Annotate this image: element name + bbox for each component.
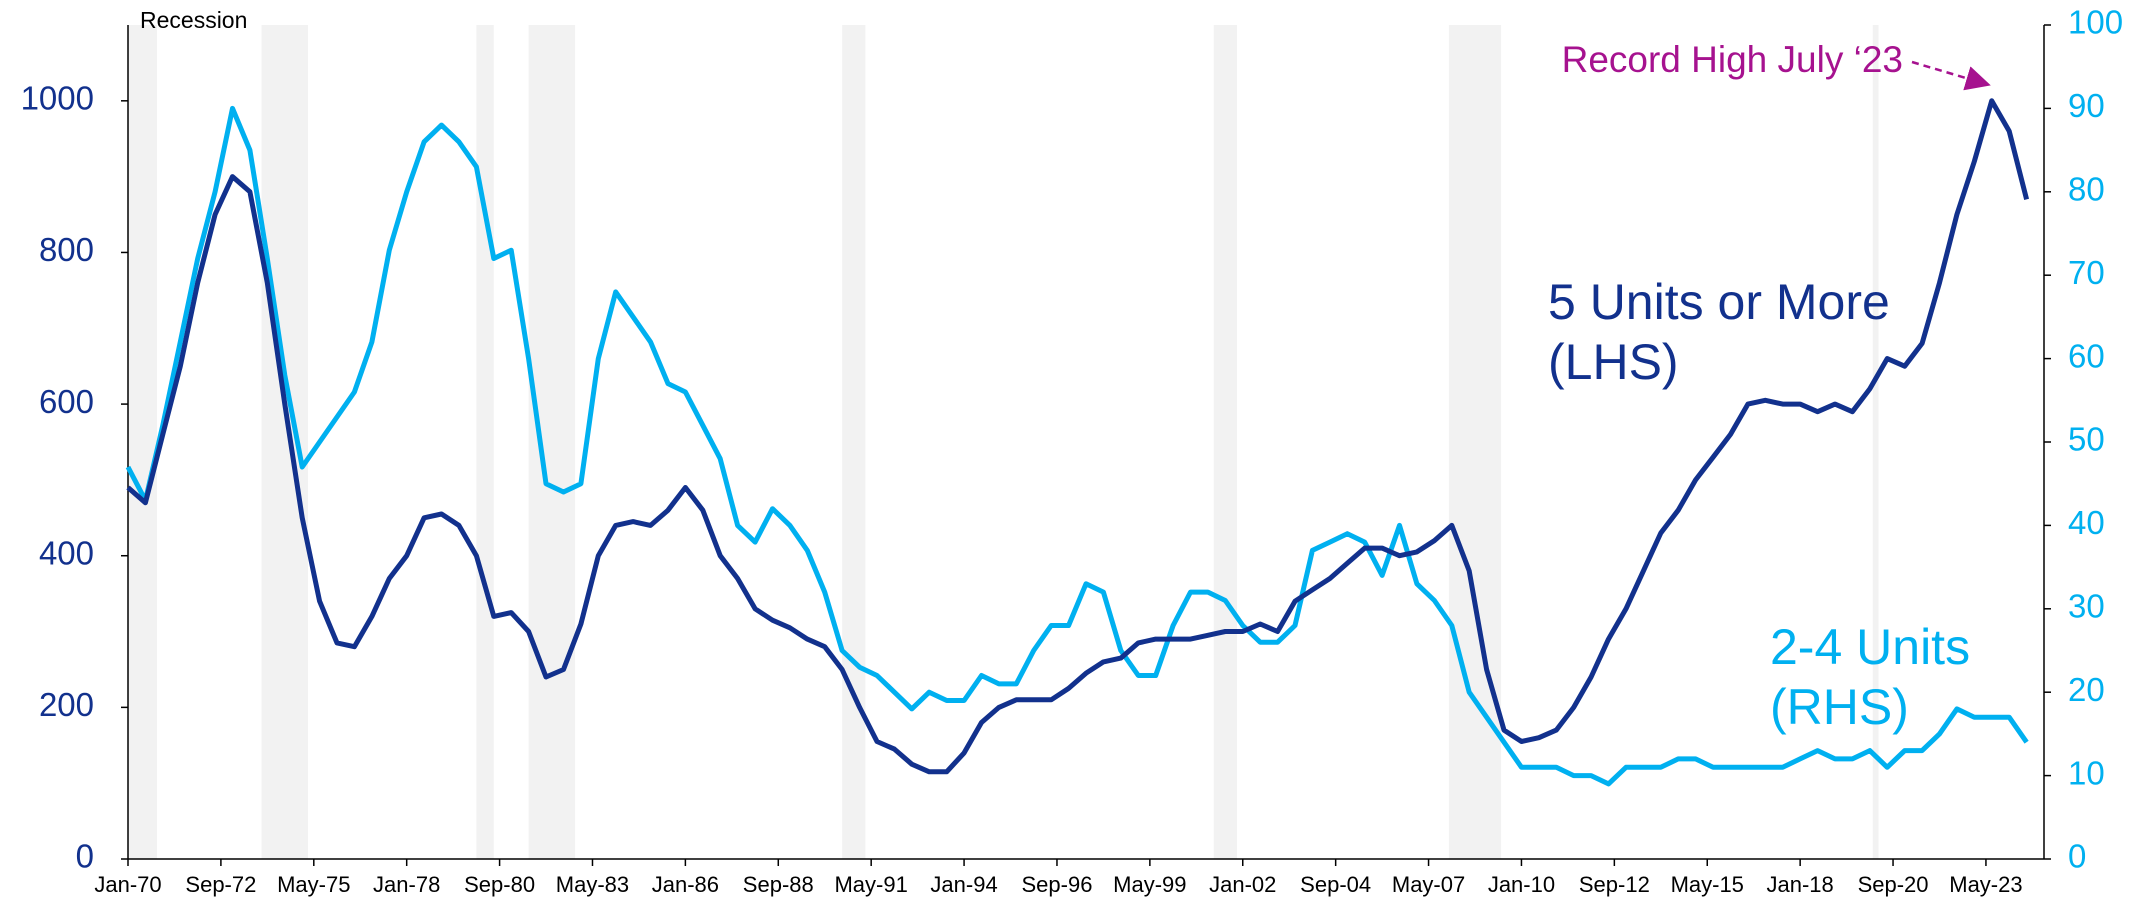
y-tick-label: 0: [76, 838, 94, 875]
x-tick-label: Jan-78: [373, 872, 440, 897]
y-tick-label: 800: [39, 231, 94, 268]
y-tick-label: 200: [39, 686, 94, 723]
recession-band: [261, 25, 308, 859]
x-tick-label: May-07: [1392, 872, 1465, 897]
series-line: [125, 105, 2029, 787]
recession-band: [476, 25, 494, 859]
x-tick-label: Sep-80: [464, 872, 535, 897]
y2-tick-label: 50: [2068, 421, 2105, 458]
x-tick-label: Jan-18: [1767, 872, 1834, 897]
y2-tick-label: 40: [2068, 504, 2105, 541]
series-label: 5 Units or More (LHS): [1548, 274, 1890, 390]
y2-tick-label: 10: [2068, 754, 2105, 791]
x-tick-label: Sep-72: [185, 872, 256, 897]
y-tick-label: 400: [39, 534, 94, 571]
x-tick-label: Sep-04: [1300, 872, 1371, 897]
y-tick-label: 1000: [21, 80, 94, 117]
recession-band: [1448, 25, 1502, 859]
x-tick-label: Jan-86: [652, 872, 719, 897]
y2-tick-label: 100: [2068, 4, 2123, 41]
x-tick-label: Jan-10: [1488, 872, 1555, 897]
x-tick-label: May-23: [1949, 872, 2022, 897]
series-line: [126, 98, 2030, 775]
x-tick-label: May-83: [556, 872, 629, 897]
y2-tick-label: 70: [2068, 254, 2105, 291]
series-label: 2-4 Units (RHS): [1770, 619, 1971, 735]
x-tick-label: May-75: [277, 872, 350, 897]
recession-band: [128, 25, 158, 859]
x-tick-label: Sep-20: [1858, 872, 1929, 897]
y2-tick-label: 80: [2068, 171, 2105, 208]
x-tick-label: Jan-94: [930, 872, 997, 897]
y2-tick-label: 90: [2068, 87, 2105, 124]
recession-band: [528, 25, 576, 859]
y2-tick-label: 60: [2068, 337, 2105, 374]
y2-tick-label: 30: [2068, 588, 2105, 625]
annotation-arrow: [1911, 60, 1991, 91]
x-tick-label: Jan-70: [94, 872, 161, 897]
recession-band: [1872, 25, 1879, 859]
x-tick-label: May-91: [834, 872, 907, 897]
annotation: Record High July ‘23: [1562, 39, 1903, 80]
y2-tick-label: 0: [2068, 838, 2086, 875]
recession-bands: [128, 25, 1879, 859]
y2-tick-label: 20: [2068, 671, 2105, 708]
x-tick-label: Sep-12: [1579, 872, 1650, 897]
recession-band: [1213, 25, 1237, 859]
x-tick-label: May-99: [1113, 872, 1186, 897]
recession-band: [842, 25, 866, 859]
legend-recession: Recession: [140, 7, 247, 33]
x-tick-label: Sep-88: [743, 872, 814, 897]
x-tick-label: May-15: [1671, 872, 1744, 897]
y-tick-label: 600: [39, 383, 94, 420]
x-tick-label: Sep-96: [1021, 872, 1092, 897]
x-tick-label: Jan-02: [1209, 872, 1276, 897]
